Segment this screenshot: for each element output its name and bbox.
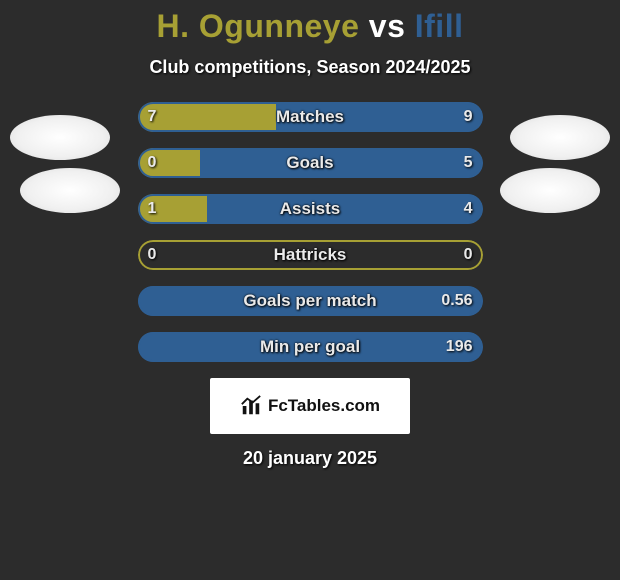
stat-fill-left (138, 102, 276, 132)
stat-fill-left (138, 148, 200, 178)
stat-fill-right (276, 102, 483, 132)
player1-avatar-icon (10, 115, 110, 160)
stat-fill-right (207, 194, 483, 224)
player2-name: Ifill (415, 8, 464, 44)
snapshot-date: 20 january 2025 (0, 448, 620, 469)
stat-fill-right (138, 332, 483, 362)
comparison-title: H. Ogunneye vs Ifill (0, 0, 620, 45)
stat-label: Hattricks (138, 240, 483, 270)
player1-name: H. Ogunneye (157, 8, 360, 44)
player1-club-icon (20, 168, 120, 213)
stat-value-right: 0 (464, 240, 473, 270)
stat-row: 79Matches (138, 102, 483, 132)
stat-row: 0.56Goals per match (138, 286, 483, 316)
stats-panel: 79Matches 05Goals 14Assists 0 0Hattricks 0.56… (138, 102, 483, 362)
stat-row: 196Min per goal (138, 332, 483, 362)
stat-row: 14Assists (138, 194, 483, 224)
stat-fill-right (200, 148, 483, 178)
stat-row: 0 0Hattricks (138, 240, 483, 270)
brand-text: FcTables.com (268, 396, 380, 416)
stat-fill-left (138, 194, 207, 224)
player2-club-icon (500, 168, 600, 213)
player2-avatar-icon (510, 115, 610, 160)
chart-icon (240, 395, 262, 417)
stat-fill-right (138, 286, 483, 316)
vs-separator: vs (359, 8, 414, 44)
stat-border (138, 240, 483, 270)
stat-row: 05Goals (138, 148, 483, 178)
brand-badge: FcTables.com (210, 378, 410, 434)
comparison-subtitle: Club competitions, Season 2024/2025 (0, 57, 620, 78)
stat-value-left: 0 (148, 240, 157, 270)
